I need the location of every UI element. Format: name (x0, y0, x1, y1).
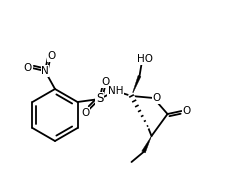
Polygon shape (131, 75, 141, 96)
Polygon shape (142, 136, 151, 153)
Text: O: O (182, 106, 191, 116)
Text: O: O (101, 77, 110, 87)
Text: O: O (48, 51, 56, 61)
Text: N: N (41, 66, 49, 76)
Text: O: O (24, 63, 32, 73)
Text: O: O (81, 108, 90, 118)
Text: O: O (152, 93, 161, 103)
Text: NH: NH (108, 86, 123, 96)
Text: HO: HO (136, 54, 153, 64)
Text: S: S (96, 93, 103, 105)
